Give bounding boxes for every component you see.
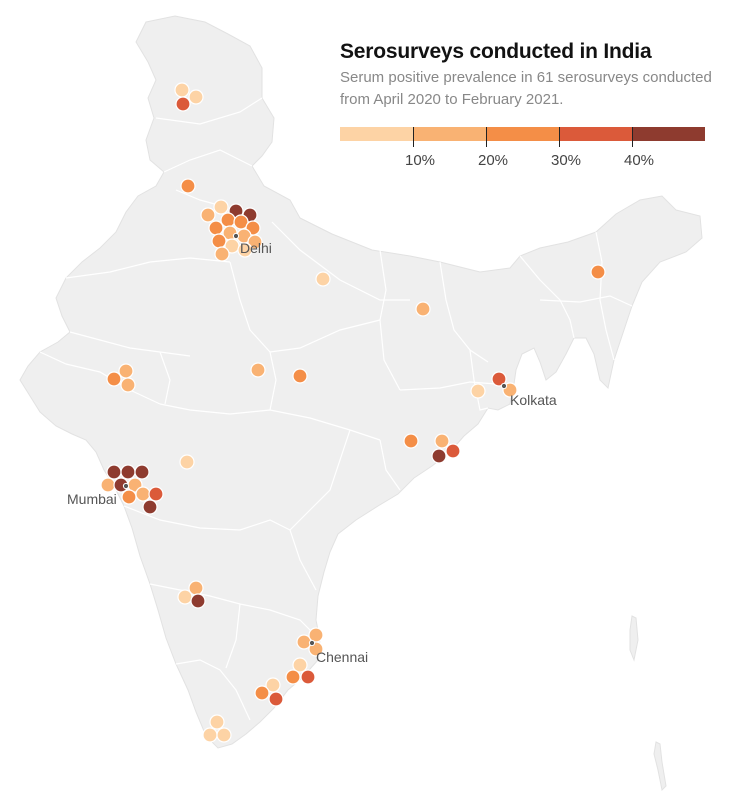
serosurvey-marker <box>177 589 193 605</box>
legend-label-20: 20% <box>477 152 509 169</box>
legend-label-30: 30% <box>550 152 582 169</box>
serosurvey-marker <box>106 371 122 387</box>
legend-swatch-5 <box>632 127 705 141</box>
legend-swatch-4 <box>559 127 632 141</box>
serosurvey-marker <box>180 178 196 194</box>
map-title: Serosurveys conducted in India <box>340 40 652 63</box>
legend-swatch-1 <box>340 127 413 141</box>
mumbai-dot <box>122 482 130 490</box>
serosurvey-marker <box>213 199 229 215</box>
land <box>19 15 703 792</box>
andaman-islands <box>629 615 639 662</box>
legend-tick <box>559 127 560 147</box>
serosurvey-marker <box>214 246 230 262</box>
legend-swatch-3 <box>486 127 559 141</box>
serosurvey-marker <box>491 371 507 387</box>
serosurvey-marker <box>292 368 308 384</box>
chennai-dot <box>308 639 316 647</box>
serosurvey-marker <box>135 486 151 502</box>
legend-label-10: 10% <box>404 152 436 169</box>
serosurvey-marker <box>179 454 195 470</box>
state-borders <box>39 97 633 721</box>
serosurvey-marker <box>300 669 316 685</box>
color-legend: 10% 20% 30% 40% <box>340 127 705 171</box>
serosurvey-marker <box>315 271 331 287</box>
serosurvey-marker <box>265 677 281 693</box>
serosurvey-marker <box>220 212 236 228</box>
serosurvey-markers <box>100 82 606 743</box>
serosurvey-marker <box>590 264 606 280</box>
serosurvey-marker <box>250 362 266 378</box>
serosurvey-marker <box>134 464 150 480</box>
serosurvey-marker <box>285 669 301 685</box>
serosurvey-marker <box>445 443 461 459</box>
serosurvey-marker <box>216 727 232 743</box>
serosurvey-marker <box>431 448 447 464</box>
city-label-chennai: Chennai <box>316 649 369 665</box>
city-label-mumbai: Mumbai <box>67 491 117 507</box>
serosurvey-marker <box>292 657 308 673</box>
legend-swatch-2 <box>413 127 486 141</box>
serosurvey-marker <box>209 714 225 730</box>
serosurvey-marker <box>470 383 486 399</box>
serosurvey-marker <box>148 486 164 502</box>
serosurvey-marker <box>190 593 206 609</box>
serosurvey-marker <box>268 691 284 707</box>
serosurvey-marker <box>308 627 324 643</box>
nicobar-islands <box>653 741 667 792</box>
map-subtitle: Serum positive prevalence in 61 serosurv… <box>340 69 712 108</box>
serosurvey-marker <box>208 220 224 236</box>
serosurvey-marker <box>188 89 204 105</box>
serosurvey-marker <box>121 489 137 505</box>
serosurvey-marker <box>120 377 136 393</box>
city-label-kolkata: Kolkata <box>510 392 557 408</box>
serosurvey-marker <box>403 433 419 449</box>
city-label-delhi: Delhi <box>240 240 272 256</box>
serosurvey-marker <box>233 214 249 230</box>
serosurvey-marker <box>142 499 158 515</box>
serosurvey-marker <box>118 363 134 379</box>
serosurvey-marker <box>200 207 216 223</box>
serosurvey-marker <box>237 242 253 258</box>
serosurvey-marker <box>211 233 227 249</box>
serosurvey-marker <box>247 234 263 250</box>
serosurvey-marker <box>434 433 450 449</box>
serosurvey-marker <box>202 727 218 743</box>
legend-tick <box>413 127 414 147</box>
legend-tick <box>632 127 633 147</box>
serosurvey-marker <box>254 685 270 701</box>
city-dots <box>122 232 508 647</box>
delhi-dot <box>232 232 240 240</box>
serosurvey-marker <box>100 477 116 493</box>
serosurvey-marker <box>174 82 190 98</box>
serosurvey-marker <box>175 96 191 112</box>
serosurvey-marker <box>415 301 431 317</box>
legend-tick <box>486 127 487 147</box>
serosurvey-marker <box>120 464 136 480</box>
india-outline <box>19 15 703 749</box>
legend-label-40: 40% <box>623 152 655 169</box>
serosurvey-marker <box>106 464 122 480</box>
kolkata-dot <box>500 382 508 390</box>
